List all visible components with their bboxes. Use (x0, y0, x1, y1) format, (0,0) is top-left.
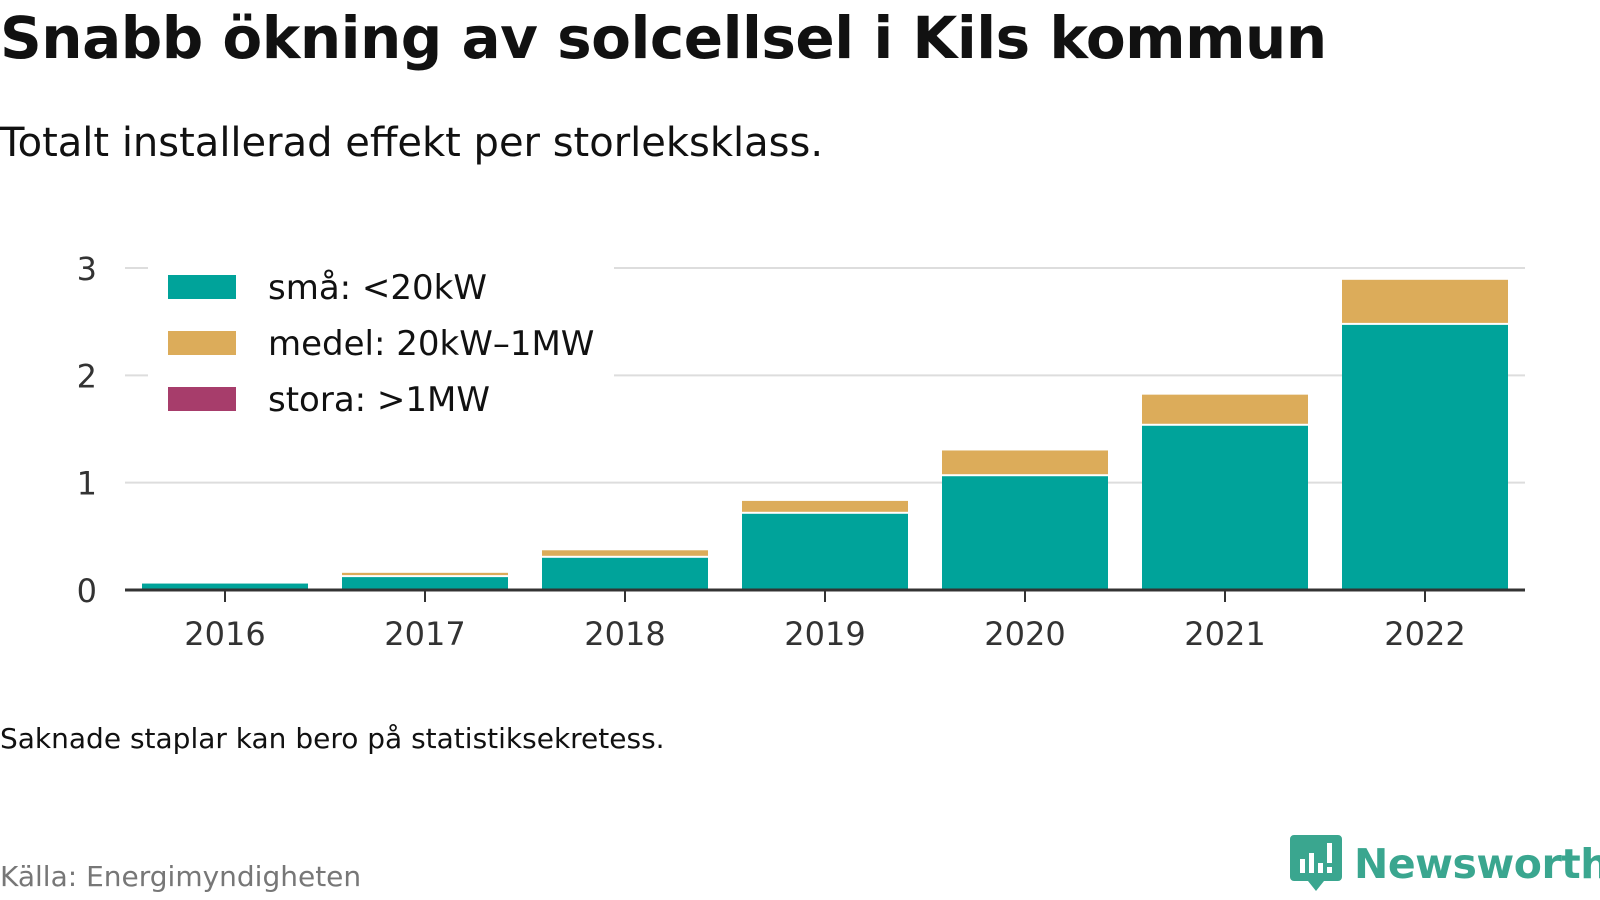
bar-2020-1 (942, 450, 1108, 475)
axes: 0 1 2 3 2016 2017 2018 2019 2020 2021 2022 (77, 250, 1525, 653)
bar-2018-1 (542, 550, 708, 556)
bar-2018-0 (542, 557, 708, 590)
newsworthy-logo-icon (1290, 835, 1342, 891)
legend-swatch (168, 387, 236, 411)
chart-title: Snabb ökning av solcellsel i Kils kommun (0, 4, 1327, 72)
y-tick-label: 1 (77, 465, 97, 503)
bar-2017-0 (342, 577, 508, 590)
y-tick-label: 3 (77, 250, 97, 288)
bar-2022-0 (1342, 324, 1508, 590)
x-tick-label: 2022 (1384, 615, 1465, 653)
bar-2021-1 (1142, 394, 1308, 424)
chart-subtitle: Totalt installerad effekt per storlekskl… (0, 120, 824, 166)
legend-label: stora: >1MW (268, 380, 490, 420)
bar-chart: 0 1 2 3 2016 2017 2018 2019 2020 2021 2022 små: <2… (77, 250, 1525, 653)
legend-label: små: <20kW (268, 268, 487, 308)
bar-2021-0 (1142, 425, 1308, 590)
x-tick-label: 2017 (384, 615, 465, 653)
bar-2020-0 (942, 476, 1108, 590)
brand-logo: Newsworthy (1290, 835, 1600, 893)
legend-swatch (168, 275, 236, 299)
legend: små: <20kW medel: 20kW–1MW stora: >1MW (148, 262, 614, 430)
bar-2017-1 (342, 572, 508, 576)
y-tick-label: 0 (77, 572, 97, 610)
legend-swatch (168, 331, 236, 355)
legend-label: medel: 20kW–1MW (268, 324, 594, 364)
x-tick-label: 2018 (584, 615, 665, 653)
bar-2019-1 (742, 500, 908, 512)
bar-2019-0 (742, 513, 908, 590)
source-label: Källa: Energimyndigheten (0, 860, 362, 893)
bar-2022-1 (1342, 279, 1508, 323)
bars (142, 279, 1508, 590)
brand-name: Newsworthy (1354, 840, 1600, 888)
x-tick-label: 2021 (1184, 615, 1265, 653)
bar-2016-0 (142, 583, 308, 590)
footnote: Saknade staplar kan bero på statistiksek… (0, 722, 665, 755)
y-tick-label: 2 (77, 357, 97, 395)
x-tick-label: 2016 (184, 615, 265, 653)
x-tick-label: 2020 (984, 615, 1065, 653)
x-tick-label: 2019 (784, 615, 865, 653)
